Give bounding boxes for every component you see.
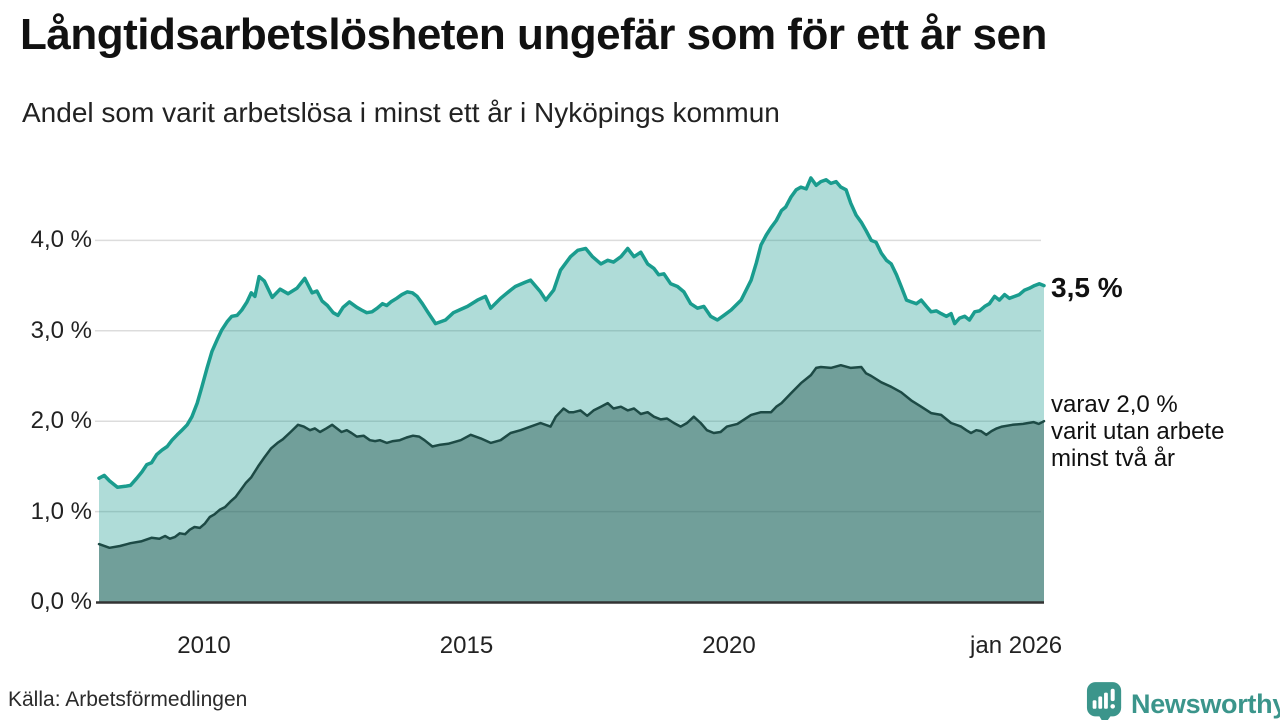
x-tick-label: 2010 bbox=[177, 632, 231, 659]
series-line-0 bbox=[97, 176, 1046, 489]
x-tick-label: 2020 bbox=[702, 632, 756, 659]
page-subtitle: Andel som varit arbetslösa i minst ett å… bbox=[22, 97, 780, 128]
area-fill-1 bbox=[99, 365, 1044, 603]
secondary-series-annotation: varav 2,0 % varit utan arbete minst två … bbox=[1051, 391, 1225, 472]
area-fill-0 bbox=[99, 178, 1044, 603]
x-tick-label: jan 2026 bbox=[970, 632, 1063, 659]
y-tick-label: 2,0 % bbox=[30, 407, 92, 435]
y-tick-label: 4,0 % bbox=[30, 226, 92, 254]
y-tick-label: 0,0 % bbox=[30, 588, 92, 615]
series-line-1 bbox=[97, 363, 1046, 550]
source-caption: Källa: Arbetsförmedlingen bbox=[8, 688, 248, 711]
newsworthy-logo: Newsworthy bbox=[1086, 681, 1280, 720]
y-tick-label: 1,0 % bbox=[30, 497, 92, 525]
page-title: Långtidsarbetslösheten ungefär som för e… bbox=[20, 10, 1047, 59]
y-tick-label: 3,0 % bbox=[30, 316, 92, 344]
newsworthy-wordmark: Newsworthy bbox=[1131, 688, 1280, 719]
bar-chart-pin-icon bbox=[1086, 682, 1122, 720]
x-tick-label: 2015 bbox=[439, 632, 494, 659]
latest-value-annotation: 3,5 % bbox=[1051, 272, 1123, 303]
